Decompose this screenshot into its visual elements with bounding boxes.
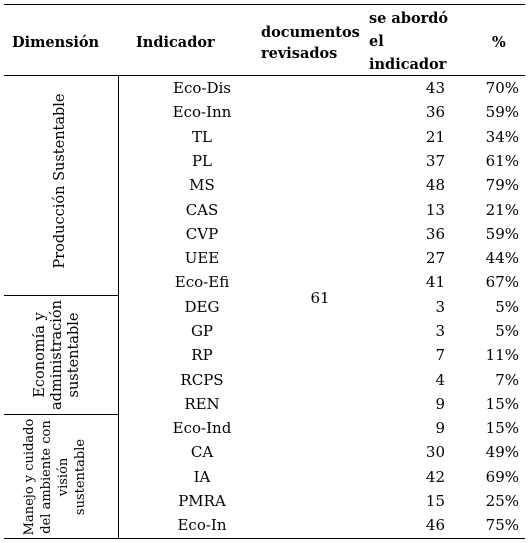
- table-bottom-rule: [4, 538, 525, 539]
- dimension-label-1: Producción Sustentable: [52, 93, 68, 269]
- dimension-box-2: Economía y administración sustentable: [4, 295, 119, 415]
- header-indicator: Indicador: [136, 34, 215, 51]
- dimension-box-3: Manejo y cuidado del ambiente con visión…: [4, 414, 119, 539]
- documents-reviewed-value: 61: [310, 289, 330, 307]
- header-dimension: Dimensión: [12, 34, 100, 51]
- dimension-box-1: Producción Sustentable: [4, 76, 119, 295]
- dimension-label-2: Economía y administración sustentable: [32, 300, 82, 410]
- header-percent: %: [492, 34, 506, 51]
- header-bottom-rule: [4, 75, 525, 76]
- table-top-rule: [4, 4, 525, 5]
- dimension-label-3: Manejo y cuidado del ambiente con visión…: [22, 418, 88, 536]
